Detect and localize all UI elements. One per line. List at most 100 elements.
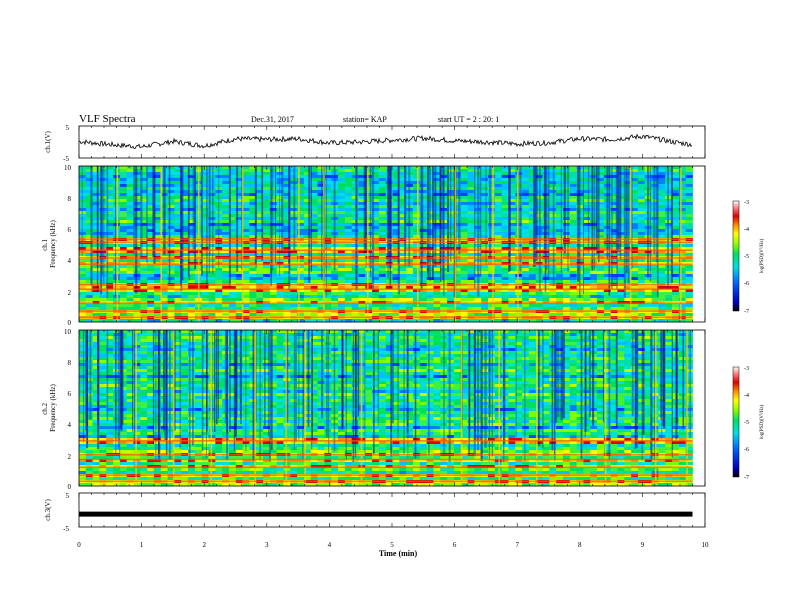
spectrogram-cell [487, 268, 496, 272]
spectrogram-cell [569, 178, 577, 182]
spectrogram-cell [99, 247, 107, 251]
spectrogram-cell [392, 277, 400, 281]
spectrogram-cell [276, 280, 284, 284]
spectrogram-cell [501, 211, 509, 215]
spectrogram-cell [351, 184, 359, 188]
spectrogram-cell [487, 196, 496, 200]
spectrogram-cell [460, 298, 468, 302]
spectrogram-cell [188, 259, 196, 263]
spectrogram-cell [494, 202, 503, 206]
spectrogram-cell [672, 250, 680, 254]
spectrogram-cell [481, 268, 489, 272]
spectrogram-cell [453, 330, 462, 334]
spectrogram-cell [556, 313, 564, 317]
spectrogram-cell [92, 166, 100, 170]
spectrogram-cell [460, 274, 468, 278]
spectrogram-cell [99, 208, 107, 212]
spectrogram-cell [181, 277, 189, 281]
spectrogram-cell [160, 286, 169, 290]
spectrogram-cell [392, 184, 400, 188]
spectrogram-cell [351, 265, 359, 269]
spectrogram-cell [167, 313, 175, 317]
spectrogram-cell [269, 259, 278, 263]
spectrogram-cell [106, 202, 114, 206]
spectrogram-cell [413, 271, 421, 275]
spectrogram-cell [467, 223, 475, 227]
spectrogram-cell [147, 172, 155, 176]
spectrogram-cell [583, 280, 591, 284]
spectrogram-cell [658, 208, 666, 212]
spectrogram-cell [92, 229, 100, 233]
spectrogram-cell [685, 292, 693, 296]
spectrogram-cell [617, 307, 625, 311]
spectrogram-cell [440, 304, 448, 308]
spectrogram-cell [603, 295, 612, 299]
spectrogram-cell [658, 244, 666, 248]
spectrogram-cell [562, 211, 571, 215]
spectrogram-cell [351, 244, 359, 248]
spectrogram-cell [603, 313, 612, 317]
spectrogram-cell [222, 274, 230, 278]
spectrogram-streak [563, 166, 566, 254]
spectrogram-cell [338, 214, 346, 218]
spectrogram-cell [297, 205, 305, 209]
spectrogram-cell [160, 280, 169, 284]
spectrogram-cell [242, 223, 250, 227]
spectrogram-cell [208, 259, 216, 263]
spectrogram-cell [522, 330, 530, 334]
spectrogram-cell [637, 214, 646, 218]
ch1-spec-ytick: 8 [68, 195, 72, 203]
spectrogram-cell [678, 313, 687, 317]
spectrogram-cell [79, 229, 87, 233]
spectrogram-cell [297, 235, 305, 239]
spectrogram-cell [222, 223, 230, 227]
spectrogram-cell [447, 274, 455, 278]
spectrogram-cell [597, 208, 605, 212]
spectrogram-cell [413, 175, 421, 179]
spectrogram-cell [522, 235, 530, 239]
spectrogram-cell [126, 166, 134, 170]
spectrogram-cell [79, 307, 87, 311]
spectrogram-cell [133, 298, 141, 302]
spectrogram-cell [344, 235, 353, 239]
spectrogram-cell [528, 181, 537, 185]
spectrogram-cell [188, 235, 196, 239]
spectrogram-cell [549, 304, 557, 308]
spectrogram-cell [481, 232, 489, 236]
spectrogram-cell [303, 307, 312, 311]
spectrogram-cell [188, 196, 196, 200]
spectrogram-cell [365, 226, 373, 230]
spectrogram-cell [378, 298, 387, 302]
spectrogram-cell [106, 277, 114, 281]
spectrogram-cell [174, 187, 182, 191]
spectrogram-cell [481, 205, 489, 209]
spectrogram-cell [188, 184, 196, 188]
spectrogram-streak [520, 166, 522, 277]
spectrogram-cell [235, 292, 243, 296]
spectrogram-cell [269, 244, 278, 248]
spectrogram-cell [658, 220, 666, 224]
spectrogram-cell [583, 211, 591, 215]
spectrogram-cell [290, 253, 298, 257]
spectrogram-cell [453, 244, 462, 248]
spectrogram-cell [276, 298, 284, 302]
spectrogram-cell [331, 271, 339, 275]
spectrogram-cell [99, 211, 107, 215]
spectrogram-cell [501, 208, 509, 212]
spectrogram-cell [167, 178, 175, 182]
spectrogram-cell [201, 175, 209, 179]
spectrogram-cell [167, 280, 175, 284]
spectrogram-cell [413, 304, 421, 308]
spectrogram-cell [399, 292, 407, 296]
spectrogram-cell [276, 292, 284, 296]
spectrogram-cell [372, 199, 380, 203]
spectrogram-cell [153, 166, 162, 170]
spectrogram-cell [610, 298, 618, 302]
spectrogram-cell [201, 304, 209, 308]
spectrogram-cell [522, 181, 530, 185]
spectrogram-cell [297, 295, 305, 299]
spectrogram-cell [637, 244, 646, 248]
spectrogram-cell [528, 196, 537, 200]
spectrogram-cell [672, 217, 680, 221]
spectrogram-cell [290, 265, 298, 269]
